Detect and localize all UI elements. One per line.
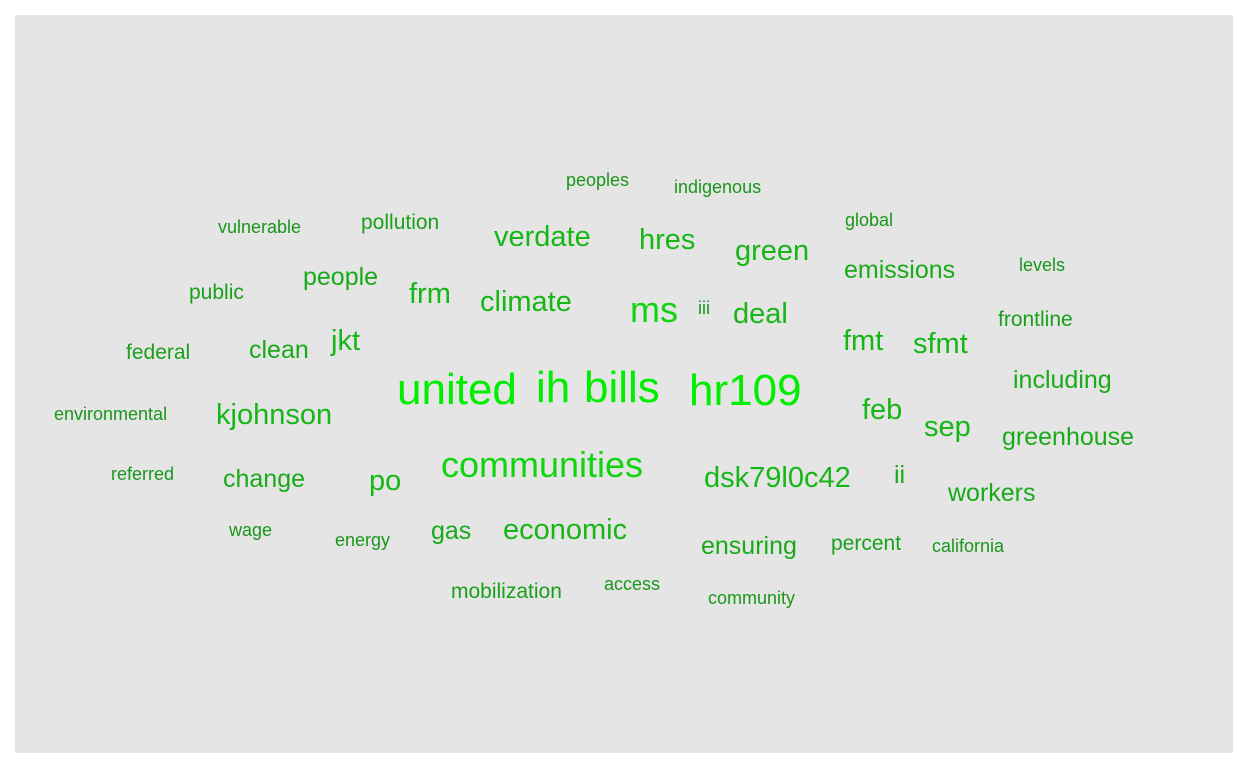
word-economic: economic — [503, 514, 628, 546]
word-frm: frm — [409, 278, 451, 310]
word-emissions: emissions — [844, 256, 956, 284]
word-percent: percent — [831, 532, 902, 555]
word-deal: deal — [733, 298, 788, 330]
word-jkt: jkt — [331, 325, 360, 357]
word-dsk79l0c42: dsk79l0c42 — [704, 462, 851, 494]
word-verdate: verdate — [494, 221, 591, 253]
word-ms: ms — [630, 289, 678, 330]
word-hres: hres — [639, 224, 696, 256]
word-including: including — [1013, 366, 1112, 394]
word-federal: federal — [126, 341, 191, 364]
word-bills: bills — [584, 363, 660, 412]
word-iii: iii — [698, 298, 710, 318]
word-cloud-panel — [15, 15, 1233, 753]
word-environmental: environmental — [54, 404, 168, 424]
word-public: public — [189, 281, 244, 304]
word-workers: workers — [948, 479, 1036, 507]
word-gas: gas — [431, 517, 472, 545]
word-people: people — [303, 263, 379, 291]
word-hr109: hr109 — [689, 366, 802, 415]
word-climate: climate — [480, 286, 572, 318]
word-ensuring: ensuring — [701, 532, 797, 560]
word-community: community — [708, 588, 796, 608]
word-mobilization: mobilization — [451, 580, 562, 603]
word-change: change — [223, 465, 306, 493]
word-feb: feb — [862, 394, 903, 426]
word-ih: ih — [536, 363, 571, 412]
word-frontline: frontline — [998, 308, 1073, 331]
word-vulnerable: vulnerable — [218, 217, 302, 237]
word-global: global — [845, 210, 894, 230]
word-kjohnson: kjohnson — [216, 399, 333, 431]
word-wage: wage — [229, 520, 273, 540]
word-sep: sep — [924, 411, 971, 443]
word-california: california — [932, 536, 1005, 556]
word-access: access — [604, 574, 661, 594]
word-united: united — [397, 365, 517, 414]
word-indigenous: indigenous — [674, 177, 762, 197]
word-communities: communities — [441, 444, 644, 485]
word-greenhouse: greenhouse — [1002, 423, 1135, 451]
word-referred: referred — [111, 464, 175, 484]
word-energy: energy — [335, 530, 391, 550]
word-peoples: peoples — [566, 170, 630, 190]
word-green: green — [735, 235, 810, 267]
word-ii: ii — [894, 461, 906, 489]
word-levels: levels — [1019, 255, 1066, 275]
word-clean: clean — [249, 336, 309, 364]
word-po: po — [369, 465, 402, 497]
word-sfmt: sfmt — [913, 328, 968, 360]
word-fmt: fmt — [843, 325, 884, 357]
word-pollution: pollution — [361, 211, 440, 234]
